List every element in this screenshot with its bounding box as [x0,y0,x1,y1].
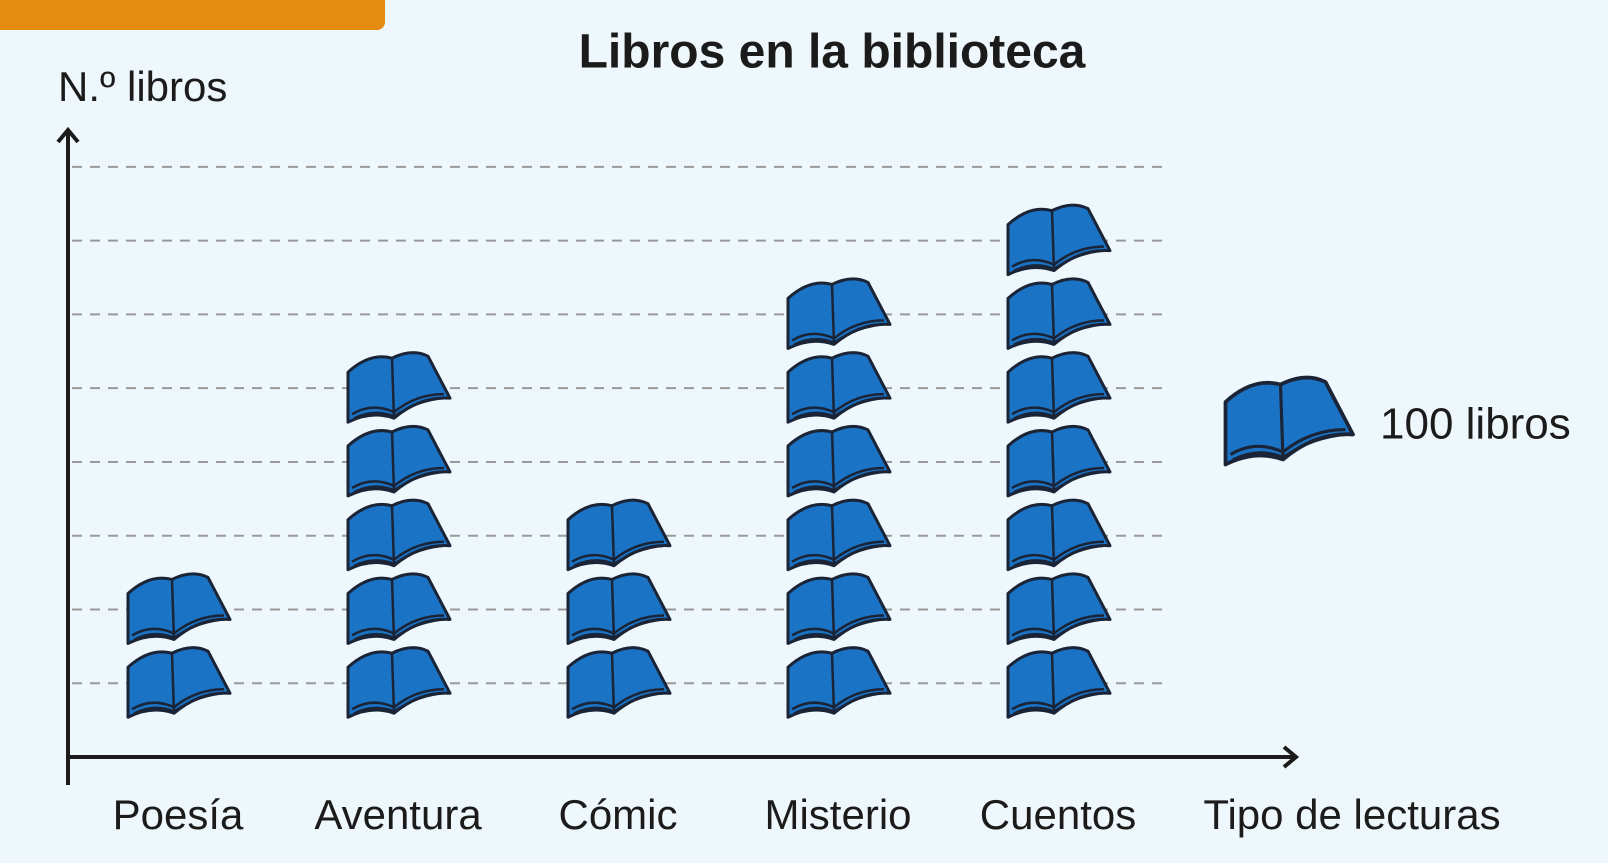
x-tick-label: Cuentos [980,791,1136,838]
pictogram-column [566,498,672,719]
book-icon [346,424,452,498]
x-tick-label: Poesía [113,791,244,838]
book-icon [1006,277,1112,350]
book-icon [566,572,672,645]
pictogram-column [786,277,892,719]
book-icon [346,498,452,572]
book-icon [126,646,232,719]
book-icon [1006,203,1112,277]
book-icon [786,498,892,572]
header-tab [0,0,385,30]
book-icon [346,646,452,719]
x-tick-label: Cómic [558,791,677,838]
book-icon [1006,424,1112,498]
x-tick-label: Misterio [764,791,911,838]
book-icon [786,646,892,719]
x-axis [66,745,1300,769]
book-icon [1006,646,1112,719]
book-icon [126,572,232,645]
book-icon [786,424,892,498]
book-icon [1006,498,1112,572]
book-icon [786,351,892,424]
legend-label: 100 libros [1380,400,1571,449]
pictogram-column [346,351,452,719]
chart-title: Libros en la biblioteca [579,26,1086,79]
book-icon [1006,572,1112,645]
book-icon [346,351,452,424]
book-icon [566,646,672,719]
y-axis-label: N.º libros [58,63,227,110]
x-axis-label: Tipo de lecturas [1203,791,1500,838]
book-icon [1006,351,1112,424]
book-icon [566,498,672,572]
pictogram-column [1006,203,1112,719]
book-icon [786,572,892,645]
legend-icon [1223,375,1355,467]
book-icon [346,572,452,645]
book-icon [786,277,892,350]
y-axis [56,126,80,785]
x-tick-label: Aventura [314,791,482,838]
pictogram-column [126,572,232,719]
